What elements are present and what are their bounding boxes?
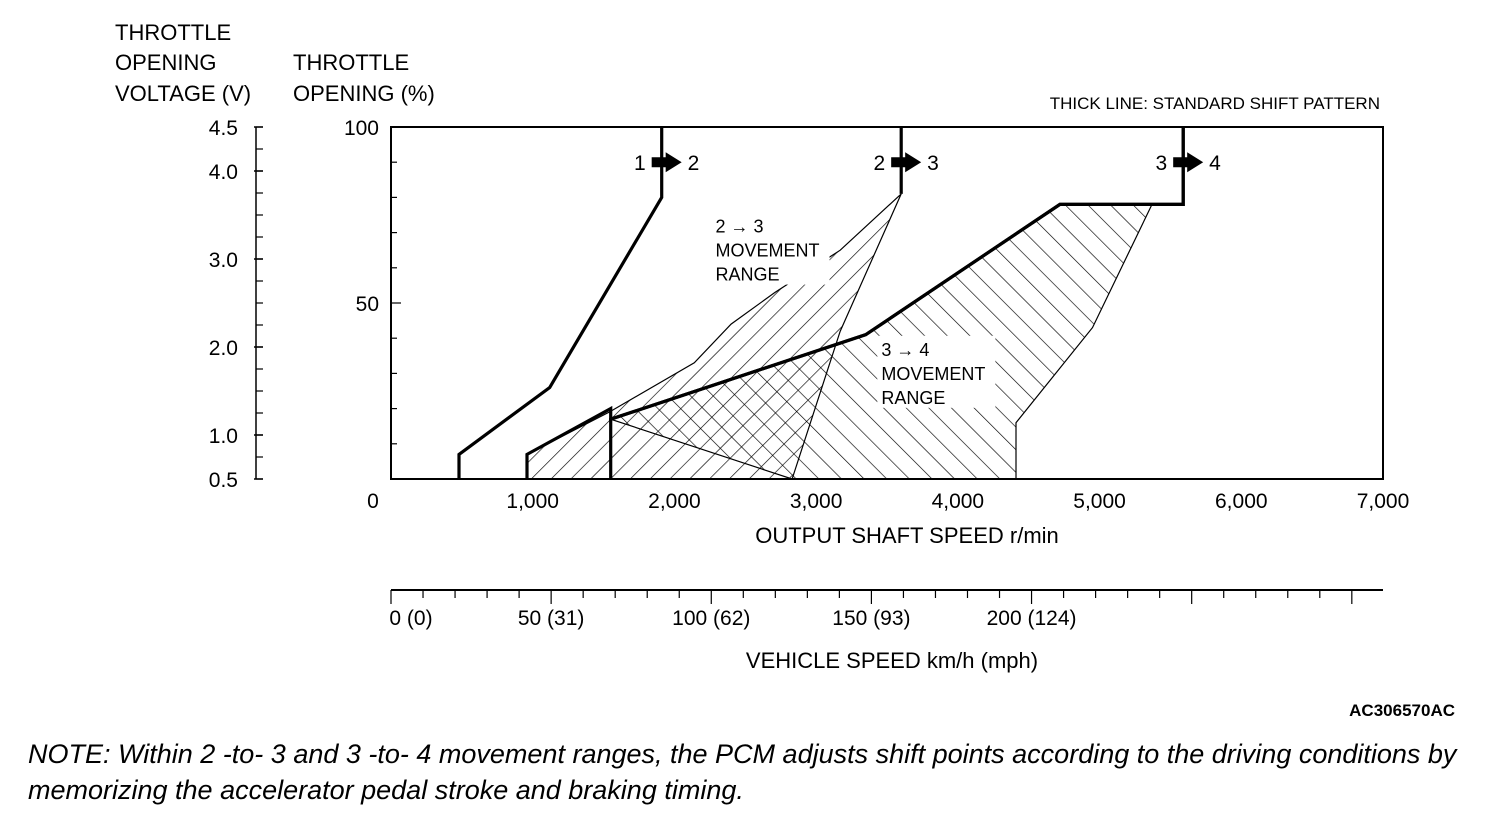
vehicle-speed-axis-label: VEHICLE SPEED km/h (mph) bbox=[746, 648, 1038, 673]
movement-range-label-line: 2 → 3 bbox=[716, 217, 764, 237]
figure-code: AC306570AC bbox=[1349, 701, 1455, 720]
vehicle-speed-tick-label: 150 (93) bbox=[832, 607, 910, 630]
shift-label-to: 4 bbox=[1209, 152, 1221, 175]
shift-line-3-4 bbox=[609, 127, 1185, 479]
voltage-tick-label: 0.5 bbox=[209, 469, 238, 492]
voltage-axis-title-line-2: OPENING bbox=[115, 50, 216, 75]
legend-note: THICK LINE: STANDARD SHIFT PATTERN bbox=[1050, 94, 1380, 113]
voltage-axis-title-line-1: THROTTLE bbox=[115, 20, 231, 45]
x-tick-label: 5,000 bbox=[1073, 490, 1126, 513]
movement-range-label-bg bbox=[711, 212, 830, 285]
shift-lines bbox=[457, 127, 1185, 479]
right-arrow-icon bbox=[651, 152, 682, 173]
x-tick-label: 2,000 bbox=[648, 490, 701, 513]
throttle-opening-axis: 50 100 bbox=[344, 117, 401, 480]
shift-line-1-2 bbox=[457, 127, 664, 479]
y-tick-label: 50 bbox=[356, 293, 379, 316]
shift-pattern-chart: THROTTLE OPENING VOLTAGE (V) THROTTLE OP… bbox=[115, 20, 1455, 720]
x-tick-label: 3,000 bbox=[790, 490, 843, 513]
voltage-tick-label: 3.0 bbox=[209, 249, 238, 272]
movement-range-label-2-3: 2 → 3 MOVEMENT RANGE bbox=[711, 212, 830, 285]
voltage-axis-title-line-3: VOLTAGE (V) bbox=[115, 81, 251, 106]
voltage-tick-label: 1.0 bbox=[209, 425, 238, 448]
x-tick-label: 4,000 bbox=[932, 490, 985, 513]
movement-range-label-line: RANGE bbox=[716, 265, 780, 285]
voltage-tick-label: 4.0 bbox=[209, 161, 238, 184]
shift-label-from: 3 bbox=[1155, 152, 1167, 175]
voltage-tick-label: 4.5 bbox=[209, 117, 238, 140]
shift-label-from: 1 bbox=[634, 152, 646, 175]
output-shaft-speed-axis: 0 1,000 2,000 3,000 4,000 5,000 6,000 7,000 bbox=[367, 490, 1409, 513]
movement-ranges: 2 → 3 MOVEMENT RANGE 3 → 4 MOVEMENT RANGE bbox=[526, 193, 1153, 480]
opening-axis-title-line-1: THROTTLE bbox=[293, 50, 409, 75]
shift-label-to: 2 bbox=[688, 152, 700, 175]
movement-range-label-bg bbox=[877, 335, 996, 408]
opening-axis-title-line-2: OPENING (%) bbox=[293, 81, 435, 106]
right-arrow-icon bbox=[1173, 152, 1204, 173]
vehicle-speed-tick-label: 0 (0) bbox=[389, 607, 432, 630]
movement-range-label-3-4: 3 → 4 MOVEMENT RANGE bbox=[877, 335, 996, 408]
x-tick-label: 7,000 bbox=[1357, 490, 1410, 513]
shift-label-to: 3 bbox=[927, 152, 939, 175]
vehicle-speed-axis: 0 (0) 50 (31) 100 (62) 150 (93) 200 (124) bbox=[389, 589, 1383, 630]
x-axis-label: OUTPUT SHAFT SPEED r/min bbox=[755, 523, 1059, 548]
throttle-voltage-axis: 0.5 1.0 2.0 3.0 4.0 4.5 bbox=[209, 117, 263, 492]
right-arrow-icon bbox=[891, 152, 922, 173]
shift-label-from: 2 bbox=[873, 152, 885, 175]
movement-range-label-line: MOVEMENT bbox=[716, 241, 820, 261]
vehicle-speed-tick-label: 100 (62) bbox=[672, 607, 750, 630]
y-tick-label: 100 bbox=[344, 117, 379, 140]
vehicle-speed-tick-label: 50 (31) bbox=[518, 607, 585, 630]
voltage-tick-label: 2.0 bbox=[209, 337, 238, 360]
x-tick-label: 0 bbox=[367, 490, 379, 513]
vehicle-speed-tick-label: 200 (124) bbox=[987, 607, 1077, 630]
footnote: NOTE: Within 2 -to- 3 and 3 -to- 4 movem… bbox=[28, 739, 1457, 805]
movement-range-label-line: 3 → 4 bbox=[881, 340, 929, 360]
movement-range-label-line: MOVEMENT bbox=[881, 364, 985, 384]
x-tick-label: 6,000 bbox=[1215, 490, 1268, 513]
movement-range-label-line: RANGE bbox=[881, 388, 945, 408]
x-tick-label: 1,000 bbox=[506, 490, 559, 513]
